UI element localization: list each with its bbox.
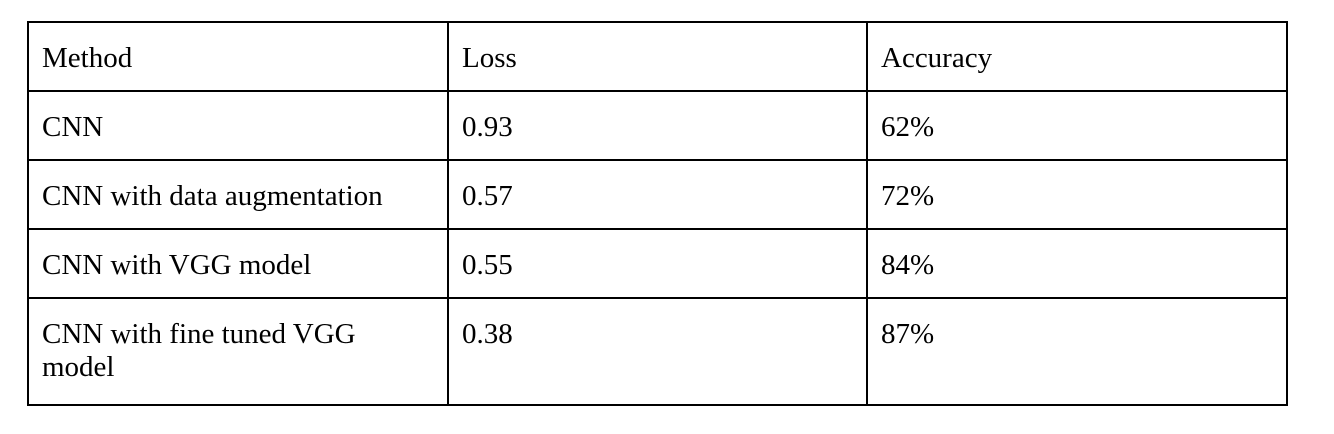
table-header-row: Method Loss Accuracy — [27, 21, 1288, 92]
accuracy-cell: 72% — [866, 159, 1288, 230]
method-cell: CNN — [27, 90, 449, 161]
method-cell: CNN with fine tuned VGG model — [27, 297, 449, 406]
table-row: CNN with VGG model 0.55 84% — [27, 228, 1288, 299]
loss-cell: 0.57 — [447, 159, 868, 230]
accuracy-cell: 62% — [866, 90, 1288, 161]
accuracy-cell: 84% — [866, 228, 1288, 299]
header-loss: Loss — [447, 21, 868, 92]
method-cell: CNN with VGG model — [27, 228, 449, 299]
table-row: CNN 0.93 62% — [27, 90, 1288, 161]
loss-cell: 0.93 — [447, 90, 868, 161]
accuracy-cell: 87% — [866, 297, 1288, 406]
header-method: Method — [27, 21, 449, 92]
results-table: Method Loss Accuracy CNN 0.93 62% CNN wi… — [27, 21, 1288, 406]
table-row: CNN with fine tuned VGG model 0.38 87% — [27, 297, 1288, 406]
loss-cell: 0.38 — [447, 297, 868, 406]
header-accuracy: Accuracy — [866, 21, 1288, 92]
table-row: CNN with data augmentation 0.57 72% — [27, 159, 1288, 230]
method-cell: CNN with data augmentation — [27, 159, 449, 230]
loss-cell: 0.55 — [447, 228, 868, 299]
